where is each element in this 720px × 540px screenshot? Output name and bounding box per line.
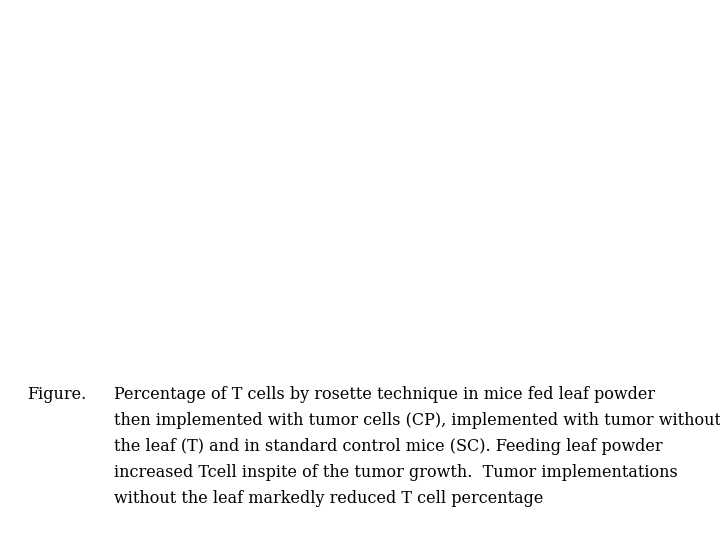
Text: increased Tcell inspite of the tumor growth.  Tumor implementations: increased Tcell inspite of the tumor gro… <box>114 464 678 481</box>
Text: without the leaf markedly reduced T cell percentage: without the leaf markedly reduced T cell… <box>114 490 543 507</box>
Text: Figure.: Figure. <box>27 386 86 403</box>
Text: the leaf (T) and in standard control mice (SC). Feeding leaf powder: the leaf (T) and in standard control mic… <box>114 438 662 455</box>
Text: then implemented with tumor cells (CP), implemented with tumor without: then implemented with tumor cells (CP), … <box>114 412 720 429</box>
Text: Percentage of T cells by rosette technique in mice fed leaf powder: Percentage of T cells by rosette techniq… <box>114 386 655 403</box>
